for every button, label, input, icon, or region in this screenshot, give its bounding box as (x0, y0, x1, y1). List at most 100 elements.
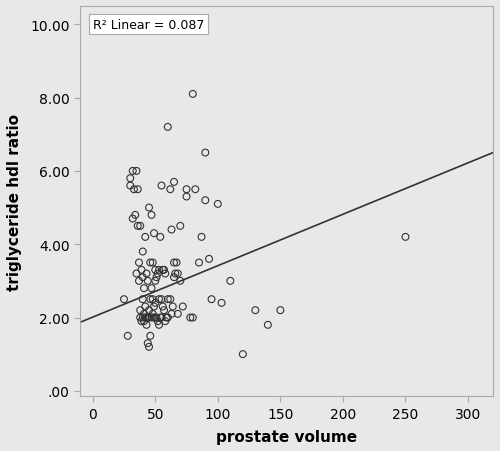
Point (252, 307, 260, 314)
Point (136, 314, 144, 322)
Point (135, 278, 143, 285)
Point (202, 150, 209, 157)
Point (134, 186, 141, 193)
Point (138, 318, 145, 325)
Point (149, 311, 157, 318)
Point (160, 267, 168, 274)
Point (164, 296, 172, 303)
Point (138, 296, 146, 303)
Point (192, 186, 200, 193)
Point (174, 311, 182, 318)
Point (205, 256, 213, 263)
Point (152, 314, 160, 322)
Point (135, 259, 143, 267)
Point (152, 274, 160, 281)
Point (164, 314, 172, 322)
Point (166, 186, 174, 193)
Point (155, 267, 163, 274)
Y-axis label: triglyceride hdl ratio: triglyceride hdl ratio (7, 113, 22, 290)
Point (144, 340, 152, 347)
Point (142, 270, 150, 277)
Point (162, 270, 170, 277)
Point (162, 314, 170, 322)
Point (142, 314, 150, 322)
Point (146, 332, 154, 340)
Point (218, 299, 226, 307)
Point (189, 91, 197, 98)
Point (276, 307, 284, 314)
Point (124, 332, 132, 340)
Point (140, 285, 148, 292)
Point (148, 212, 156, 219)
Point (186, 314, 194, 322)
Point (138, 274, 146, 281)
Point (131, 212, 139, 219)
Point (128, 168, 136, 175)
Point (145, 204, 153, 212)
Point (136, 307, 144, 314)
Point (176, 278, 184, 285)
Point (150, 314, 158, 322)
Point (239, 351, 247, 358)
Point (158, 314, 166, 322)
Point (159, 267, 167, 274)
Point (208, 296, 216, 303)
Point (152, 278, 160, 285)
Point (145, 344, 153, 351)
Point (182, 186, 190, 193)
Point (170, 259, 178, 267)
Point (149, 296, 157, 303)
Point (138, 314, 146, 322)
Point (164, 124, 172, 131)
Point (134, 223, 141, 230)
X-axis label: prostate volume: prostate volume (216, 429, 357, 444)
Point (150, 230, 158, 237)
Point (148, 314, 156, 322)
Point (226, 278, 234, 285)
Point (154, 318, 162, 325)
Point (156, 234, 164, 241)
Point (182, 193, 190, 201)
Point (156, 314, 164, 322)
Point (142, 234, 150, 241)
Point (132, 270, 140, 277)
Point (169, 303, 177, 310)
Point (148, 285, 156, 292)
Point (168, 311, 175, 318)
Point (142, 303, 150, 310)
Point (132, 168, 140, 175)
Point (144, 314, 152, 322)
Point (142, 322, 150, 329)
Point (179, 303, 187, 310)
Point (152, 299, 160, 307)
Point (145, 307, 153, 314)
Point (130, 186, 138, 193)
Point (144, 278, 152, 285)
Point (189, 314, 197, 322)
Point (195, 259, 203, 267)
Point (152, 267, 160, 274)
Point (158, 183, 166, 190)
Point (214, 201, 222, 208)
Point (126, 183, 134, 190)
Point (158, 296, 166, 303)
Point (120, 296, 128, 303)
Point (172, 259, 180, 267)
Point (140, 311, 148, 318)
Point (149, 259, 157, 267)
Point (138, 267, 145, 274)
Point (160, 307, 168, 314)
Point (159, 303, 167, 310)
Point (146, 259, 154, 267)
Point (138, 249, 146, 256)
Text: R² Linear = 0.087: R² Linear = 0.087 (92, 18, 204, 32)
Point (145, 314, 153, 322)
Point (162, 318, 170, 325)
Point (172, 270, 179, 277)
Point (166, 296, 174, 303)
Point (176, 223, 184, 230)
Point (146, 296, 154, 303)
Point (155, 322, 163, 329)
Point (152, 314, 160, 322)
Point (198, 234, 205, 241)
